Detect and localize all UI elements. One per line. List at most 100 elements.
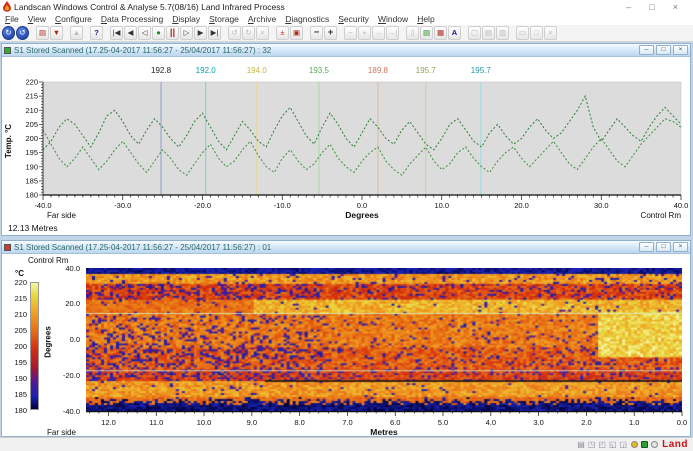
pan-right-button[interactable]: →	[372, 26, 385, 40]
print-button[interactable]: ▤	[420, 26, 433, 40]
status-frame-icon[interactable]: ◳	[587, 439, 596, 449]
svg-text:2.0: 2.0	[581, 418, 591, 427]
clear-button[interactable]: ×	[256, 26, 269, 40]
top-window-titlebar[interactable]: S1 Stored Scanned (17.25-04-2017 11:56:2…	[2, 44, 690, 57]
menu-item-file[interactable]: File	[5, 14, 19, 24]
svg-text:189.8: 189.8	[368, 66, 389, 75]
menu-item-security[interactable]: Security	[338, 14, 369, 24]
help-button[interactable]: ?	[90, 26, 103, 40]
copy-page-button[interactable]: ▯	[406, 26, 419, 40]
grid-view-button[interactable]: ▦	[434, 26, 447, 40]
overlay-grid-button[interactable]: ▣	[290, 26, 303, 40]
record-button[interactable]: ●	[152, 26, 165, 40]
rewind-start-button[interactable]: |◀	[110, 26, 123, 40]
top-window-icon	[4, 46, 11, 54]
bottom-window-icon	[4, 243, 11, 251]
top-window: S1 Stored Scanned (17.25-04-2017 11:56:2…	[1, 43, 691, 236]
win-close-button[interactable]: ×	[544, 26, 557, 40]
play-reverse-button[interactable]: ◁	[138, 26, 151, 40]
top-window-minimize-button[interactable]: –	[639, 45, 654, 55]
menu-item-view[interactable]: View	[27, 14, 47, 24]
menu-item-archive[interactable]: Archive	[247, 14, 277, 24]
menu-item-display[interactable]: Display	[172, 14, 201, 24]
menu-item-help[interactable]: Help	[417, 14, 435, 24]
win-min-button[interactable]: ▭	[516, 26, 529, 40]
svg-text:195.7: 195.7	[471, 66, 492, 75]
colorbar-tick-label: 205	[14, 326, 27, 335]
menu-item-data-processing[interactable]: Data Processing	[100, 14, 164, 24]
status-grid-icon[interactable]: ◲	[619, 439, 628, 449]
menu-item-storage[interactable]: Storage	[209, 14, 239, 24]
svg-text:1.0: 1.0	[629, 418, 639, 427]
svg-text:Control Rm: Control Rm	[641, 211, 682, 220]
svg-text:Far side: Far side	[47, 211, 76, 220]
bottom-window-titlebar[interactable]: S1 Stored Scanned (17.25-04-2017 11:56:2…	[2, 241, 690, 254]
svg-text:9.0: 9.0	[247, 418, 257, 427]
svg-text:30.0: 30.0	[594, 201, 609, 210]
zoom-out-button[interactable]: −	[310, 26, 323, 40]
svg-text:180: 180	[25, 191, 38, 200]
bottom-window-controls: – □ ×	[639, 242, 688, 252]
svg-text:205: 205	[25, 120, 38, 129]
bottom-window-minimize-button[interactable]: –	[639, 242, 654, 252]
zoom-in-button[interactable]: +	[324, 26, 337, 40]
svg-text:195: 195	[25, 148, 38, 157]
arrange-1-button[interactable]: ▢	[468, 26, 481, 40]
svg-text:-40.0: -40.0	[34, 201, 51, 210]
close-button[interactable]: ×	[672, 1, 678, 12]
svg-text:12.13 Metres: 12.13 Metres	[8, 223, 58, 233]
step-back-button[interactable]: ◀	[124, 26, 137, 40]
svg-text:0.0: 0.0	[677, 418, 687, 427]
svg-text:5.0: 5.0	[438, 418, 448, 427]
status-doc-icon[interactable]: ▤	[577, 439, 585, 449]
menu-item-configure[interactable]: Configure	[55, 14, 92, 24]
statusbar-icons: ▤ ◳ ◰ ◱ ◲	[577, 440, 627, 450]
scan-info-2-button[interactable]: ↺	[16, 26, 29, 40]
scan-info-1-button[interactable]: ↻	[2, 26, 15, 40]
svg-text:7.0: 7.0	[342, 418, 352, 427]
win-restore-button[interactable]: □	[530, 26, 543, 40]
bottom-window-restore-button[interactable]: □	[656, 242, 671, 252]
report-page-button[interactable]: ▤	[36, 26, 49, 40]
play-button[interactable]: ▷	[180, 26, 193, 40]
maximize-button[interactable]: □	[649, 1, 655, 12]
forward-end-button[interactable]: ▶|	[208, 26, 221, 40]
colorbar-unit-label: °C	[15, 269, 24, 278]
profile-chart[interactable]: 192.8 192.0 194.0 193.5 189.8 195.7 195.7 180 18…	[2, 57, 690, 235]
colorbar	[30, 282, 39, 410]
svg-text:210: 210	[25, 106, 38, 115]
menu-item-window[interactable]: Window	[377, 14, 409, 24]
annotate-button[interactable]: A	[448, 26, 461, 40]
top-window-close-button[interactable]: ×	[673, 45, 688, 55]
bottom-window-close-button[interactable]: ×	[673, 242, 688, 252]
arrange-3-button[interactable]: ▥	[496, 26, 509, 40]
pan-plus-button[interactable]: +	[358, 26, 371, 40]
heatmap-x-axis: 12.0 11.0 10.0 9.0 8.0 7.0 6.0 5.0 4.0 3.0 2.0 1.0 0…	[47, 411, 687, 436]
window-controls: – □ ×	[626, 2, 690, 12]
pan-minus-button[interactable]: −	[344, 26, 357, 40]
redo-button[interactable]: ↻	[242, 26, 255, 40]
svg-text:215: 215	[25, 92, 38, 101]
top-window-restore-button[interactable]: □	[656, 45, 671, 55]
undo-button[interactable]: ↺	[228, 26, 241, 40]
status-tile-icon[interactable]: ◰	[598, 439, 606, 449]
svg-text:4.0: 4.0	[486, 418, 496, 427]
pause-button[interactable]: ||	[166, 26, 179, 40]
minimize-button[interactable]: –	[626, 1, 632, 12]
heatmap-canvas[interactable]	[86, 268, 682, 411]
indicator-green	[641, 441, 649, 448]
y-tick-label: 0.0	[69, 335, 80, 344]
svg-text:192.8: 192.8	[151, 66, 172, 75]
svg-text:10.0: 10.0	[434, 201, 449, 210]
profile-peaks-button[interactable]: ▲	[70, 26, 83, 40]
step-forward-button[interactable]: ▶	[194, 26, 207, 40]
status-cascade-icon[interactable]: ◱	[608, 439, 617, 449]
svg-text:20.0: 20.0	[514, 201, 529, 210]
arrange-2-button[interactable]: ▤	[482, 26, 495, 40]
menu-item-diagnostics[interactable]: Diagnostics	[285, 14, 330, 24]
pan-end-button[interactable]: →|	[386, 26, 399, 40]
report-save-button[interactable]: ▼	[50, 26, 63, 40]
scale-plusminus-button[interactable]: ±	[276, 26, 289, 40]
svg-text:10.0: 10.0	[197, 418, 212, 427]
top-window-content: 192.8 192.0 194.0 193.5 189.8 195.7 195.7 180 18…	[2, 57, 690, 235]
